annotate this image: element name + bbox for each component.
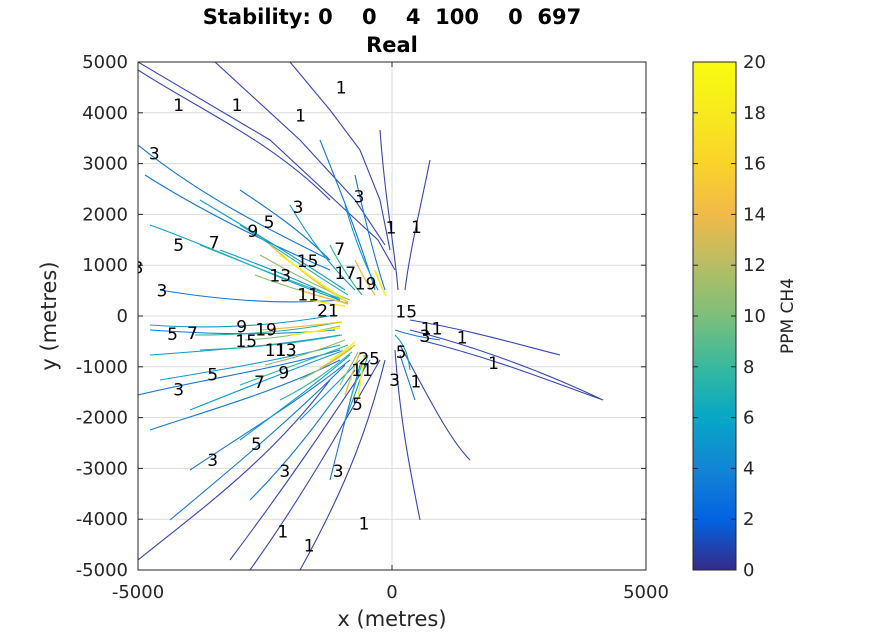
contour-label: 5 (207, 365, 218, 385)
y-tick-label: -1000 (76, 357, 128, 378)
contour-label: 7 (334, 240, 345, 260)
y-tick-label: 0 (117, 306, 128, 327)
contour-label: 25 (358, 350, 380, 370)
contour-label: 19 (355, 274, 377, 294)
contour-lines (138, 62, 604, 570)
contour-label: 5 (251, 435, 262, 455)
y-axis-ticks: 5000 4000 3000 2000 1000 0 -1000 -2000 -3000 -400… (76, 52, 646, 581)
contour-label: 15 (395, 302, 417, 322)
contour-label: 1 (457, 328, 468, 348)
colorbar-tick-label: 12 (743, 255, 766, 276)
colorbar-tick-label: 14 (743, 204, 766, 225)
colorbar-tick-label: 16 (743, 154, 766, 175)
contour-label: 3 (333, 462, 344, 482)
contour-label: 13 (269, 266, 291, 286)
y-tick-label: 5000 (82, 52, 128, 73)
x-axis-ticks: -5000 0 5000 (112, 62, 669, 603)
y-tick-label: 1000 (82, 255, 128, 276)
colorbar-tick-label: 2 (743, 509, 754, 530)
contour-label: 1 (336, 78, 347, 98)
contour-label: 11 (265, 341, 287, 361)
colorbar-tick-label: 10 (743, 306, 766, 327)
x-tick-label: -5000 (112, 582, 164, 603)
contour-label: 5 (264, 213, 275, 233)
contour-label: 9 (236, 318, 247, 338)
contour-label: 3 (156, 282, 167, 302)
contour-label: 9 (278, 363, 289, 383)
contour-label: 1 (173, 96, 184, 116)
contour-label: 13 (275, 341, 297, 361)
contour-label: 7 (209, 233, 220, 253)
contour-label: 3 (207, 451, 218, 471)
contour-label: 3 (389, 371, 400, 391)
contour-label: 19 (255, 321, 277, 341)
chart-subtitle: Real (366, 33, 418, 57)
contour-label: 15 (297, 252, 319, 272)
colorbar-label: PPM CH4 (778, 278, 798, 354)
y-tick-label: -5000 (76, 560, 128, 581)
colorbar (692, 61, 737, 571)
contour-label: 1 (232, 96, 243, 116)
chart-title: Stability: 0 0 4 100 0 697 (203, 5, 582, 29)
colorbar-tick-label: 18 (743, 103, 766, 124)
y-tick-label: 3000 (82, 154, 128, 175)
y-tick-label: -3000 (76, 458, 128, 479)
contour-label: 3 (149, 144, 160, 164)
y-axis-label: y (metres) (37, 261, 61, 370)
colorbar-tick-label: 6 (743, 408, 754, 429)
contour-label: 1 (410, 373, 421, 393)
contour-label: 11 (351, 361, 373, 381)
colorbar-tick-label: 0 (743, 560, 754, 581)
contour-level-17 (259, 244, 376, 396)
contour-label: 1 (295, 106, 306, 126)
contour-label: 5 (396, 343, 407, 363)
colorbar-tick-label: 20 (743, 52, 766, 73)
grid-lines (138, 62, 646, 570)
y-tick-label: -2000 (76, 408, 128, 429)
colorbar-tick-label: 8 (743, 357, 754, 378)
contour-label: 11 (421, 320, 443, 340)
contour-label: 5 (352, 395, 363, 415)
contour-label: 3 (173, 381, 184, 401)
contour-label: 21 (317, 301, 339, 321)
contour-label: 1 (411, 218, 422, 238)
contour-label: 3 (279, 462, 290, 482)
contour-label: 7 (187, 324, 198, 344)
y-tick-label: 2000 (82, 204, 128, 225)
contour-label: 7 (254, 373, 265, 393)
contour-label: 3 (354, 188, 365, 208)
x-tick-label: 5000 (623, 582, 669, 603)
contour-label: 1 (304, 537, 315, 557)
contour-level-1 (138, 62, 604, 570)
contour-label: 3 (293, 198, 304, 218)
contour-label: 9 (247, 222, 258, 242)
contour-label: 17 (334, 264, 356, 284)
contour-label: 1 (277, 522, 288, 542)
contour-label: 3 (133, 259, 144, 279)
x-axis-label: x (metres) (337, 607, 446, 631)
contour-label: 1 (488, 354, 499, 374)
contour-level-21 (279, 254, 387, 399)
x-tick-label: 0 (386, 582, 397, 603)
contour-label: 1 (386, 219, 397, 239)
contour-label: 1 (359, 514, 370, 534)
contour-label: 15 (235, 332, 257, 352)
contour-label: 3 (420, 327, 431, 347)
contour-label: 5 (167, 325, 178, 345)
contour-label: 5 (173, 236, 184, 256)
contour-level-7 (194, 224, 366, 401)
y-tick-label: 4000 (82, 103, 128, 124)
y-tick-label: -4000 (76, 509, 128, 530)
colorbar-tick-label: 4 (743, 458, 754, 479)
contour-label: 11 (297, 286, 319, 306)
